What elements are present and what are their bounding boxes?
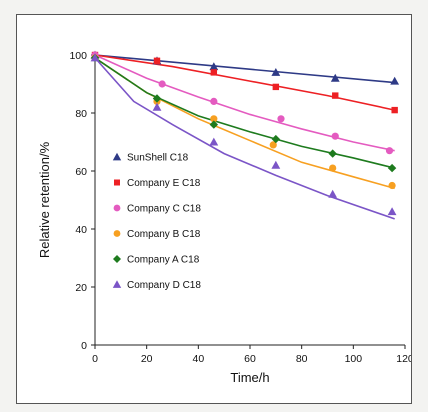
legend-label-0: SunShell C18 [127, 153, 189, 164]
data-point-series-2 [210, 97, 218, 105]
data-point-series-2 [277, 115, 285, 123]
legend-label-4: Company A C18 [127, 255, 200, 266]
legend-label-1: Company E C18 [127, 178, 201, 189]
y-tick-label: 60 [75, 166, 87, 178]
data-point-series-2 [385, 147, 394, 155]
data-point-series-5 [387, 207, 397, 216]
data-point-series-5 [209, 137, 219, 146]
data-point-series-1 [272, 83, 280, 91]
data-point-series-0 [271, 68, 281, 76]
y-axis-title: Relative retention/% [37, 141, 52, 258]
legend-marker-4 [113, 255, 121, 263]
data-point-series-4 [271, 134, 281, 144]
y-tick-label: 100 [69, 50, 87, 62]
legend-label-5: Company D C18 [127, 280, 201, 291]
fit-line-series-2 [94, 54, 395, 152]
data-point-series-1 [153, 57, 161, 64]
data-point-series-4 [328, 149, 337, 158]
x-tick-label: 80 [296, 353, 308, 365]
x-tick-label: 100 [345, 353, 363, 365]
data-point-series-0 [390, 76, 400, 85]
x-tick-label: 120 [396, 353, 411, 365]
legend-marker-5 [112, 280, 122, 288]
data-point-series-3 [329, 164, 337, 172]
fit-line-series-3 [94, 57, 395, 190]
data-point-series-3 [210, 115, 218, 123]
x-tick-label: 20 [141, 353, 153, 365]
legend-marker-3 [113, 230, 121, 237]
data-point-series-1 [391, 106, 398, 114]
data-point-series-3 [388, 181, 396, 190]
data-point-series-0 [209, 62, 219, 71]
data-point-series-0 [330, 73, 340, 82]
data-point-series-4 [209, 120, 219, 129]
fit-line-series-4 [94, 57, 395, 169]
data-point-series-2 [158, 80, 166, 88]
x-tick-label: 40 [192, 353, 204, 365]
y-tick-label: 80 [75, 108, 87, 120]
data-point-series-1 [332, 92, 339, 99]
x-tick-label: 0 [92, 353, 98, 365]
data-point-series-5 [152, 102, 162, 111]
legend-label-3: Company B C18 [127, 229, 201, 240]
legend-marker-0 [112, 152, 122, 161]
chart-frame: 0 20 40 60 80 100 0 20 40 60 80 100 120 Time/h Relativ… [16, 14, 412, 404]
data-point-series-5 [328, 189, 338, 198]
y-tick-label: 20 [75, 282, 87, 294]
data-point-series-4 [152, 94, 162, 103]
fit-line-series-0 [94, 54, 395, 84]
legend-label-2: Company C C18 [127, 204, 201, 215]
data-point-series-2 [331, 132, 339, 140]
fit-line-series-5 [94, 57, 395, 220]
scatter-chart: 0 20 40 60 80 100 0 20 40 60 80 100 120 Time/h Relativ… [37, 50, 411, 385]
data-point-series-4 [387, 163, 397, 173]
data-point-series-5 [271, 160, 281, 169]
y-tick-label: 40 [75, 224, 87, 236]
legend-marker-2 [113, 204, 121, 212]
legend-marker-1 [114, 179, 120, 186]
x-tick-label: 60 [244, 353, 256, 365]
data-point-series-3 [269, 141, 277, 149]
data-point-series-5 [90, 53, 100, 62]
y-tick-label: 0 [81, 340, 87, 352]
x-axis-title: Time/h [230, 370, 269, 385]
fit-line-series-1 [94, 54, 395, 111]
data-point-series-1 [210, 69, 218, 76]
